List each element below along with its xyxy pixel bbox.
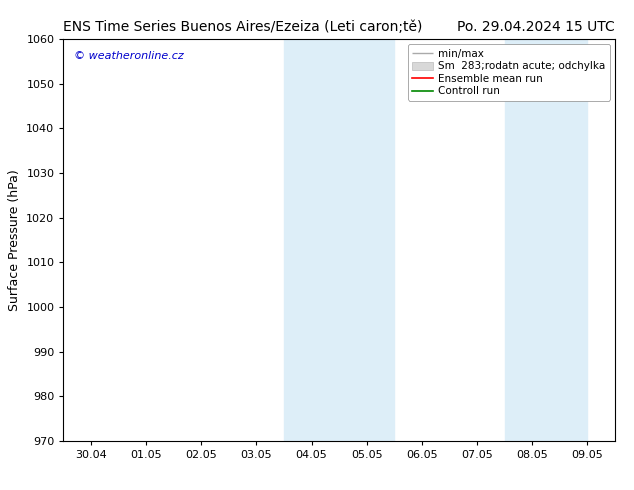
Text: Po. 29.04.2024 15 UTC: Po. 29.04.2024 15 UTC xyxy=(457,20,615,34)
Text: © weatheronline.cz: © weatheronline.cz xyxy=(74,51,184,61)
Bar xyxy=(505,39,588,441)
Bar xyxy=(284,39,394,441)
Text: ENS Time Series Buenos Aires/Ezeiza (Leti caron;tě): ENS Time Series Buenos Aires/Ezeiza (Let… xyxy=(63,20,423,34)
Legend: min/max, Sm  283;rodatn acute; odchylka, Ensemble mean run, Controll run: min/max, Sm 283;rodatn acute; odchylka, … xyxy=(408,45,610,100)
Y-axis label: Surface Pressure (hPa): Surface Pressure (hPa) xyxy=(8,169,21,311)
